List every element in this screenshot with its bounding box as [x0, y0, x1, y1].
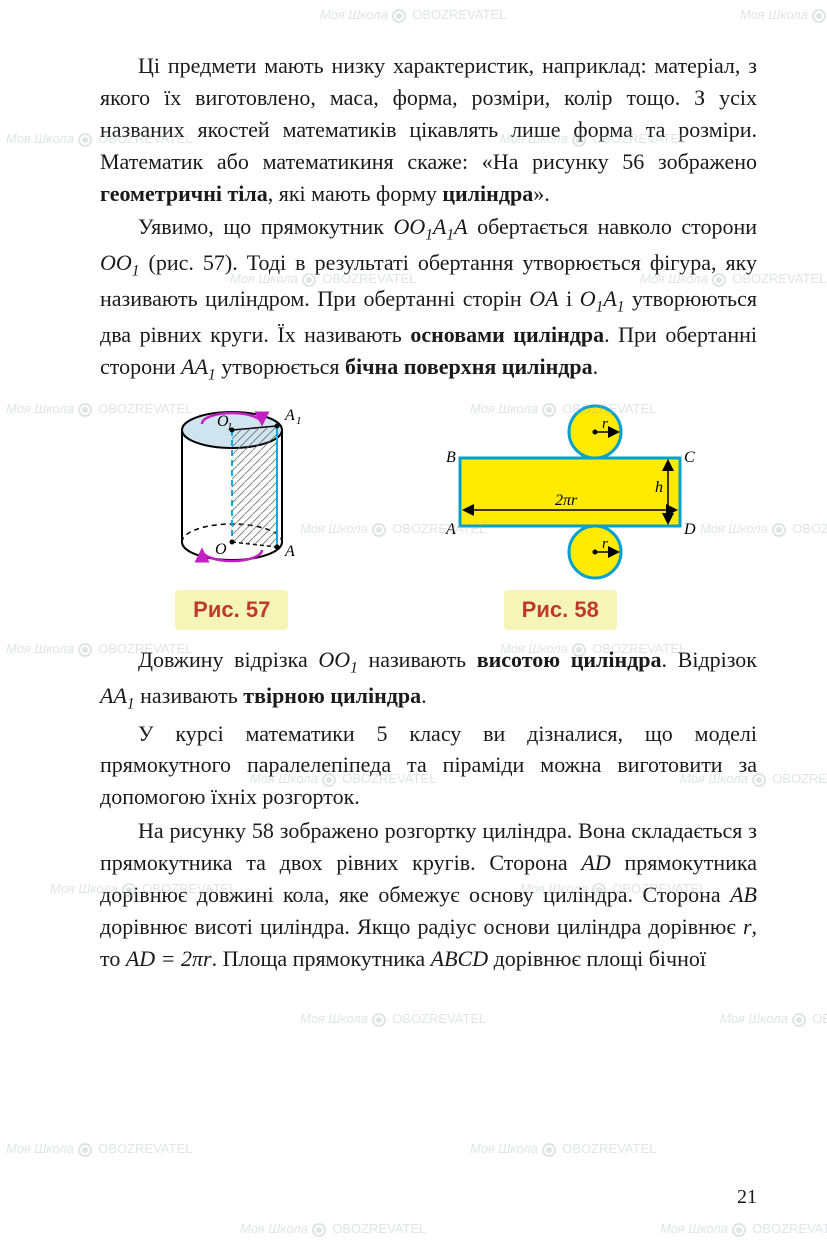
- math-var: O1A1: [580, 286, 625, 311]
- figure-label: Рис. 58: [504, 590, 617, 630]
- cylinder-diagram: O 1 A 1 O A: [157, 402, 307, 582]
- svg-text:1: 1: [296, 415, 302, 427]
- text: називають: [135, 683, 244, 708]
- watermark-stamp: Моя Школа OBOZREVATEL: [740, 6, 827, 25]
- math-var: ABCD: [431, 946, 488, 971]
- figures-row: O 1 A 1 O A Рис. 57 r: [100, 402, 757, 630]
- watermark-stamp: Моя Школа OBOZREVATEL: [6, 1140, 192, 1159]
- page-number: 21: [737, 1183, 757, 1212]
- text: і: [559, 286, 580, 311]
- paragraph-3: Довжину відрізка OO1 називають висотою ц…: [100, 644, 757, 715]
- math-var: AD: [581, 850, 610, 875]
- text: . Площа прямокутника: [212, 946, 431, 971]
- math-var: AA1: [100, 683, 135, 708]
- svg-text:C: C: [684, 449, 695, 466]
- text: Ці предмети мають низку характеристик, н…: [100, 53, 757, 174]
- text: Довжину відрізка: [138, 647, 318, 672]
- figure-label: Рис. 57: [175, 590, 288, 630]
- bold-term: циліндра: [442, 181, 533, 206]
- svg-text:1: 1: [227, 421, 233, 433]
- paragraph-5: На рисунку 58 зображено розгортку цилінд…: [100, 815, 757, 974]
- bold-term: геометричні тіла: [100, 181, 268, 206]
- textbook-page: Ці предмети мають низку характеристик, н…: [0, 0, 827, 1240]
- figure-58: r r 2πr h B C A D Рис. 58: [420, 402, 700, 630]
- svg-text:B: B: [446, 449, 456, 466]
- math-var: OO1: [100, 250, 139, 275]
- bold-term: бічна поверхня циліндра: [345, 354, 593, 379]
- text: обертається навколо сторони: [468, 214, 757, 239]
- svg-text:A: A: [284, 407, 295, 424]
- watermark-stamp: Моя Школа OBOZREVATEL: [240, 1220, 426, 1239]
- svg-text:r: r: [602, 416, 608, 432]
- math-var: r: [743, 914, 752, 939]
- text: Уявимо, що прямокутник: [138, 214, 393, 239]
- watermark-stamp: Моя Школа OBOZREVATEL: [320, 6, 506, 25]
- math-var: OO1A1A: [393, 214, 467, 239]
- watermark-stamp: Моя Школа OBOZREVATEL: [660, 1220, 827, 1239]
- math-var: OA: [529, 286, 558, 311]
- svg-text:O: O: [215, 541, 227, 558]
- svg-text:A: A: [445, 521, 456, 538]
- svg-text:D: D: [683, 521, 696, 538]
- math-var: AA1: [181, 354, 216, 379]
- text: У курсі математики 5 класу ви дізналися,…: [100, 721, 757, 810]
- watermark-stamp: Моя Школа OBOZREVATEL: [720, 1010, 827, 1029]
- math-formula: AD = 2πr: [126, 946, 212, 971]
- bold-term: висотою циліндра: [477, 647, 662, 672]
- text: утворюється: [216, 354, 345, 379]
- text: називають: [358, 647, 477, 672]
- bold-term: основами циліндра: [410, 322, 604, 347]
- math-var: OO1: [318, 647, 357, 672]
- svg-text:2πr: 2πr: [555, 492, 578, 509]
- text: ».: [533, 181, 550, 206]
- paragraph-2: Уявимо, що прямокутник OO1A1A обертаєтьс…: [100, 211, 757, 386]
- watermark-stamp: Моя Школа OBOZREVATEL: [470, 1140, 656, 1159]
- svg-text:r: r: [602, 536, 608, 552]
- svg-text:A: A: [284, 543, 295, 560]
- watermark-stamp: Моя Школа OBOZREVATEL: [300, 1010, 486, 1029]
- bold-term: твірною циліндра: [243, 683, 421, 708]
- figure-57: O 1 A 1 O A Рис. 57: [157, 402, 307, 630]
- svg-text:h: h: [655, 479, 663, 496]
- paragraph-1: Ці предмети мають низку характеристик, н…: [100, 50, 757, 209]
- text: , які мають форму: [268, 181, 443, 206]
- text: дорівнює висоті циліндра. Якщо радіус ос…: [100, 914, 743, 939]
- text: дорівнює площі бічної: [488, 946, 706, 971]
- cylinder-net-diagram: r r 2πr h B C A D: [420, 402, 700, 582]
- paragraph-4: У курсі математики 5 класу ви дізналися,…: [100, 718, 757, 814]
- text: .: [593, 354, 599, 379]
- text: . Відрізок: [662, 647, 757, 672]
- math-var: AB: [730, 882, 757, 907]
- text: .: [421, 683, 427, 708]
